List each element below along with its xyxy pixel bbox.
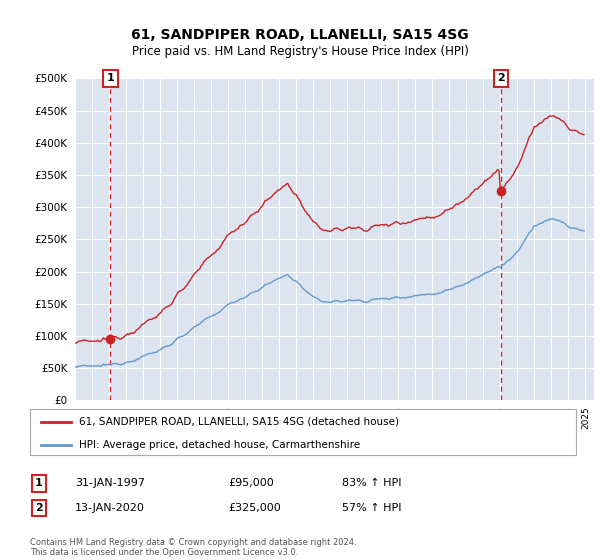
Text: 61, SANDPIPER ROAD, LLANELLI, SA15 4SG (detached house): 61, SANDPIPER ROAD, LLANELLI, SA15 4SG (… — [79, 417, 399, 427]
Text: 1: 1 — [107, 73, 114, 83]
Text: £95,000: £95,000 — [228, 478, 274, 488]
Text: Price paid vs. HM Land Registry's House Price Index (HPI): Price paid vs. HM Land Registry's House … — [131, 45, 469, 58]
Text: 1: 1 — [35, 478, 43, 488]
Text: Contains HM Land Registry data © Crown copyright and database right 2024.
This d: Contains HM Land Registry data © Crown c… — [30, 538, 356, 557]
Text: 83% ↑ HPI: 83% ↑ HPI — [342, 478, 401, 488]
Text: 2: 2 — [497, 73, 505, 83]
Text: HPI: Average price, detached house, Carmarthenshire: HPI: Average price, detached house, Carm… — [79, 440, 360, 450]
Text: £325,000: £325,000 — [228, 503, 281, 513]
Text: 57% ↑ HPI: 57% ↑ HPI — [342, 503, 401, 513]
Text: 61, SANDPIPER ROAD, LLANELLI, SA15 4SG: 61, SANDPIPER ROAD, LLANELLI, SA15 4SG — [131, 28, 469, 42]
Text: 2: 2 — [35, 503, 43, 513]
Text: 31-JAN-1997: 31-JAN-1997 — [75, 478, 145, 488]
Text: 13-JAN-2020: 13-JAN-2020 — [75, 503, 145, 513]
